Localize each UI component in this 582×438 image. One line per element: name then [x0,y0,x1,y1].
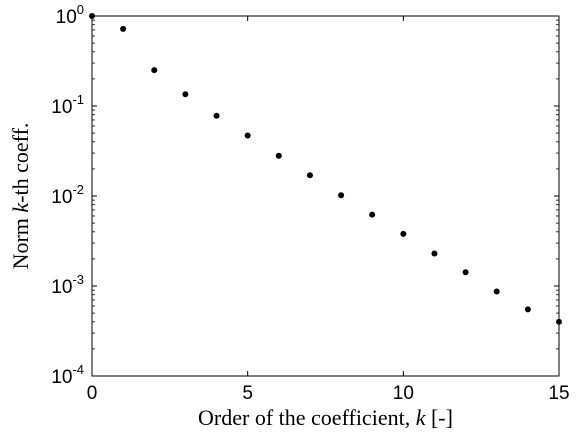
data-point [556,318,562,325]
y-tick-label-exponent: -4 [72,362,84,377]
data-point [182,91,189,98]
y-tick-label-exponent: -1 [72,92,84,107]
data-point [431,250,438,257]
data-points [89,13,562,325]
y-tick-label: 100 [56,2,84,28]
x-tick-label: 10 [393,383,414,404]
x-axis-label-var: k [416,405,427,430]
data-point [524,306,531,313]
y-tick-label-base: 10 [56,7,77,28]
x-axis-label: Order of the coefficient, k [-] [198,405,453,430]
y-tick-label-base: 10 [51,277,72,298]
y-tick-label: 10-4 [51,362,84,388]
x-tick-label: 5 [242,383,253,404]
data-point [120,25,127,32]
data-point [462,269,469,276]
y-tick-label: 10-1 [51,92,84,118]
y-tick-label-exponent: -3 [72,272,84,287]
y-axis-label-var: k [8,202,33,213]
y-tick-label-exponent: -2 [72,182,84,197]
data-point [89,13,95,19]
data-point [151,67,158,74]
y-axis-label-suffix: -th coeff. [8,123,33,203]
plot-area-border [91,15,560,377]
data-point [306,172,313,179]
data-point [275,152,282,159]
y-tick-label: 10-2 [51,182,84,208]
x-tick-label: 15 [548,383,569,404]
y-tick-label: 10-3 [51,272,84,298]
x-tick-label: 0 [87,383,98,404]
data-point [213,112,220,119]
y-tick-label-base: 10 [51,367,72,388]
plot-frame [91,15,560,377]
y-tick-label-base: 10 [51,97,72,118]
data-point [338,192,345,199]
data-point [244,132,251,139]
y-axis-label: Norm k-th coeff. [8,123,33,270]
x-axis-label-suffix: [-] [425,405,452,430]
y-axis-label-prefix: Norm [8,213,33,270]
tick-marks [91,15,560,377]
data-point [400,230,407,237]
data-point [493,288,500,295]
x-axis-label-prefix: Order of the coefficient, [198,405,416,430]
y-tick-label-base: 10 [51,187,72,208]
y-tick-label-exponent: 0 [77,2,84,17]
data-point [369,211,376,218]
x-tick-labels: 0 5 10 15 [87,383,570,404]
